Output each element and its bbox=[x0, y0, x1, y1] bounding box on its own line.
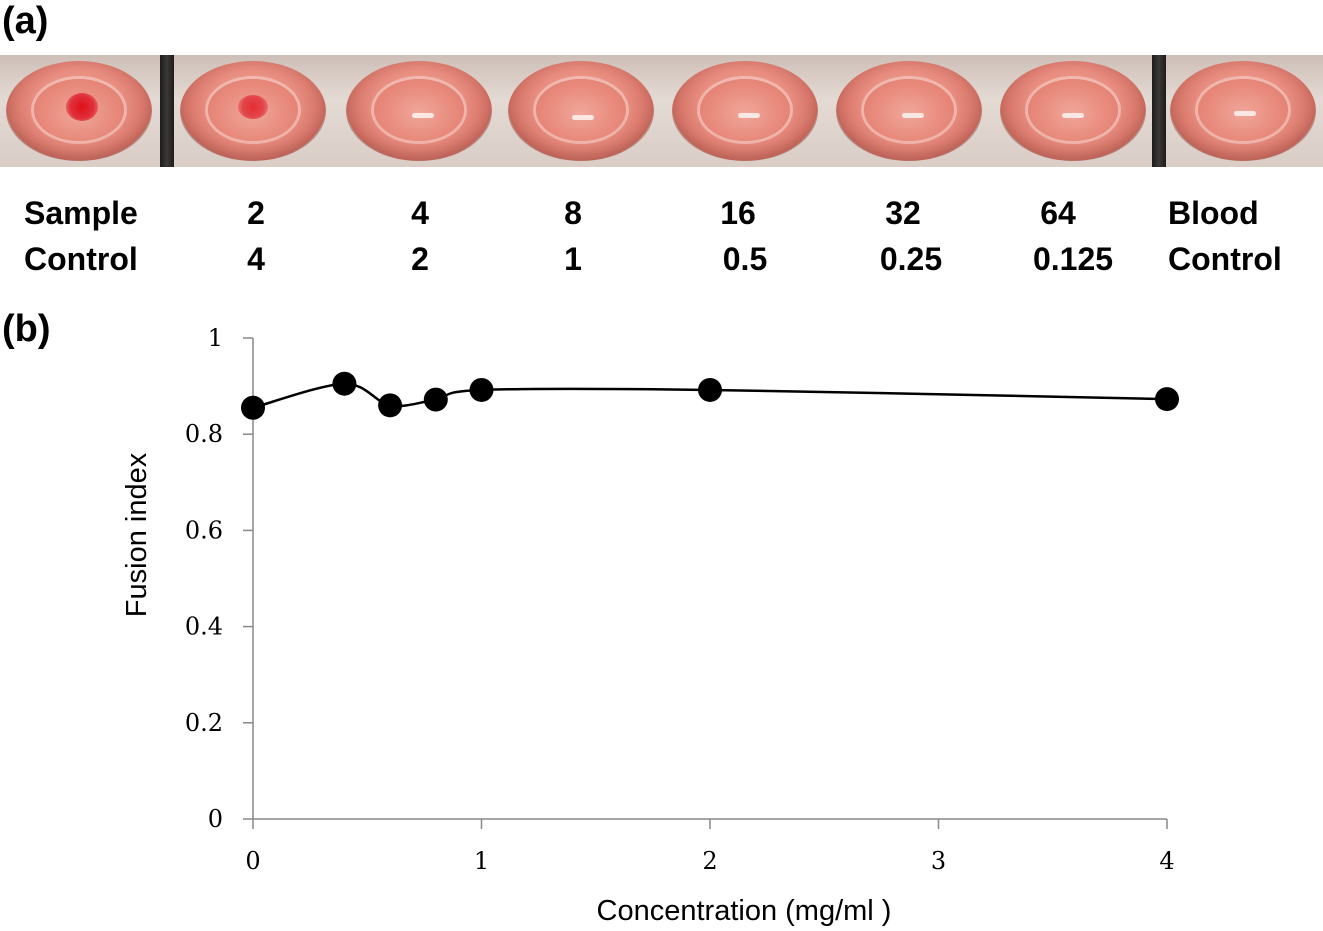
blood-clot bbox=[238, 95, 268, 119]
control-value: 1 bbox=[564, 241, 582, 277]
sample-value: 32 bbox=[885, 195, 921, 231]
well-dilution-4 bbox=[672, 61, 818, 161]
plate-divider bbox=[1152, 55, 1166, 167]
y-axis-title: Fusion index bbox=[121, 452, 153, 617]
x-axis-title: Concentration (mg/ml ) bbox=[597, 895, 892, 927]
well-plate-photo bbox=[0, 55, 1323, 167]
data-point bbox=[698, 377, 722, 402]
well-dilution-2 bbox=[346, 61, 492, 161]
well-dilution-6 bbox=[1000, 61, 1146, 161]
y-tick-label: 0 bbox=[208, 805, 223, 833]
control-value: 0.5 bbox=[722, 241, 768, 277]
control-value: 0.25 bbox=[879, 241, 943, 277]
blood-control-header-line1: Blood bbox=[1168, 195, 1259, 231]
well-sample-control bbox=[6, 61, 152, 161]
y-tick-label: 0.6 bbox=[185, 516, 223, 544]
sample-value: 2 bbox=[247, 195, 265, 231]
data-point bbox=[469, 377, 494, 402]
well-dilution-5 bbox=[836, 61, 982, 161]
blood-clot bbox=[66, 93, 98, 121]
sample-value: 16 bbox=[720, 195, 756, 231]
x-tick-label: 0 bbox=[245, 847, 260, 875]
blood-control-header-line2: Control bbox=[1168, 241, 1282, 277]
control-value: 4 bbox=[247, 241, 265, 277]
y-tick-label: 0.4 bbox=[185, 613, 223, 641]
x-tick-label: 3 bbox=[931, 847, 946, 875]
plate-divider bbox=[160, 55, 174, 167]
panel-b-label: (b) bbox=[2, 308, 51, 350]
data-point bbox=[332, 371, 357, 396]
data-point bbox=[378, 393, 403, 418]
x-tick-label: 2 bbox=[702, 847, 717, 875]
row-header-sample: Sample bbox=[24, 195, 138, 231]
data-point bbox=[241, 395, 265, 420]
y-tick-label: 0.2 bbox=[185, 709, 223, 737]
x-tick-label: 4 bbox=[1159, 847, 1174, 875]
sample-value: 4 bbox=[411, 195, 429, 231]
sample-value: 64 bbox=[1040, 195, 1076, 231]
panel-a-label: (a) bbox=[2, 0, 49, 42]
well-dilution-1 bbox=[180, 61, 326, 161]
data-point bbox=[1155, 387, 1179, 412]
x-tick-label: 1 bbox=[474, 847, 489, 875]
control-value: 0.125 bbox=[1032, 241, 1114, 277]
well-dilution-3 bbox=[508, 61, 654, 161]
y-tick-label: 0.8 bbox=[185, 420, 223, 448]
data-point bbox=[423, 387, 448, 412]
sample-value: 8 bbox=[564, 195, 582, 231]
control-value: 2 bbox=[411, 241, 429, 277]
well-blood-control bbox=[1170, 61, 1316, 161]
y-tick-label: 1 bbox=[208, 324, 223, 352]
row-header-control: Control bbox=[24, 241, 138, 277]
